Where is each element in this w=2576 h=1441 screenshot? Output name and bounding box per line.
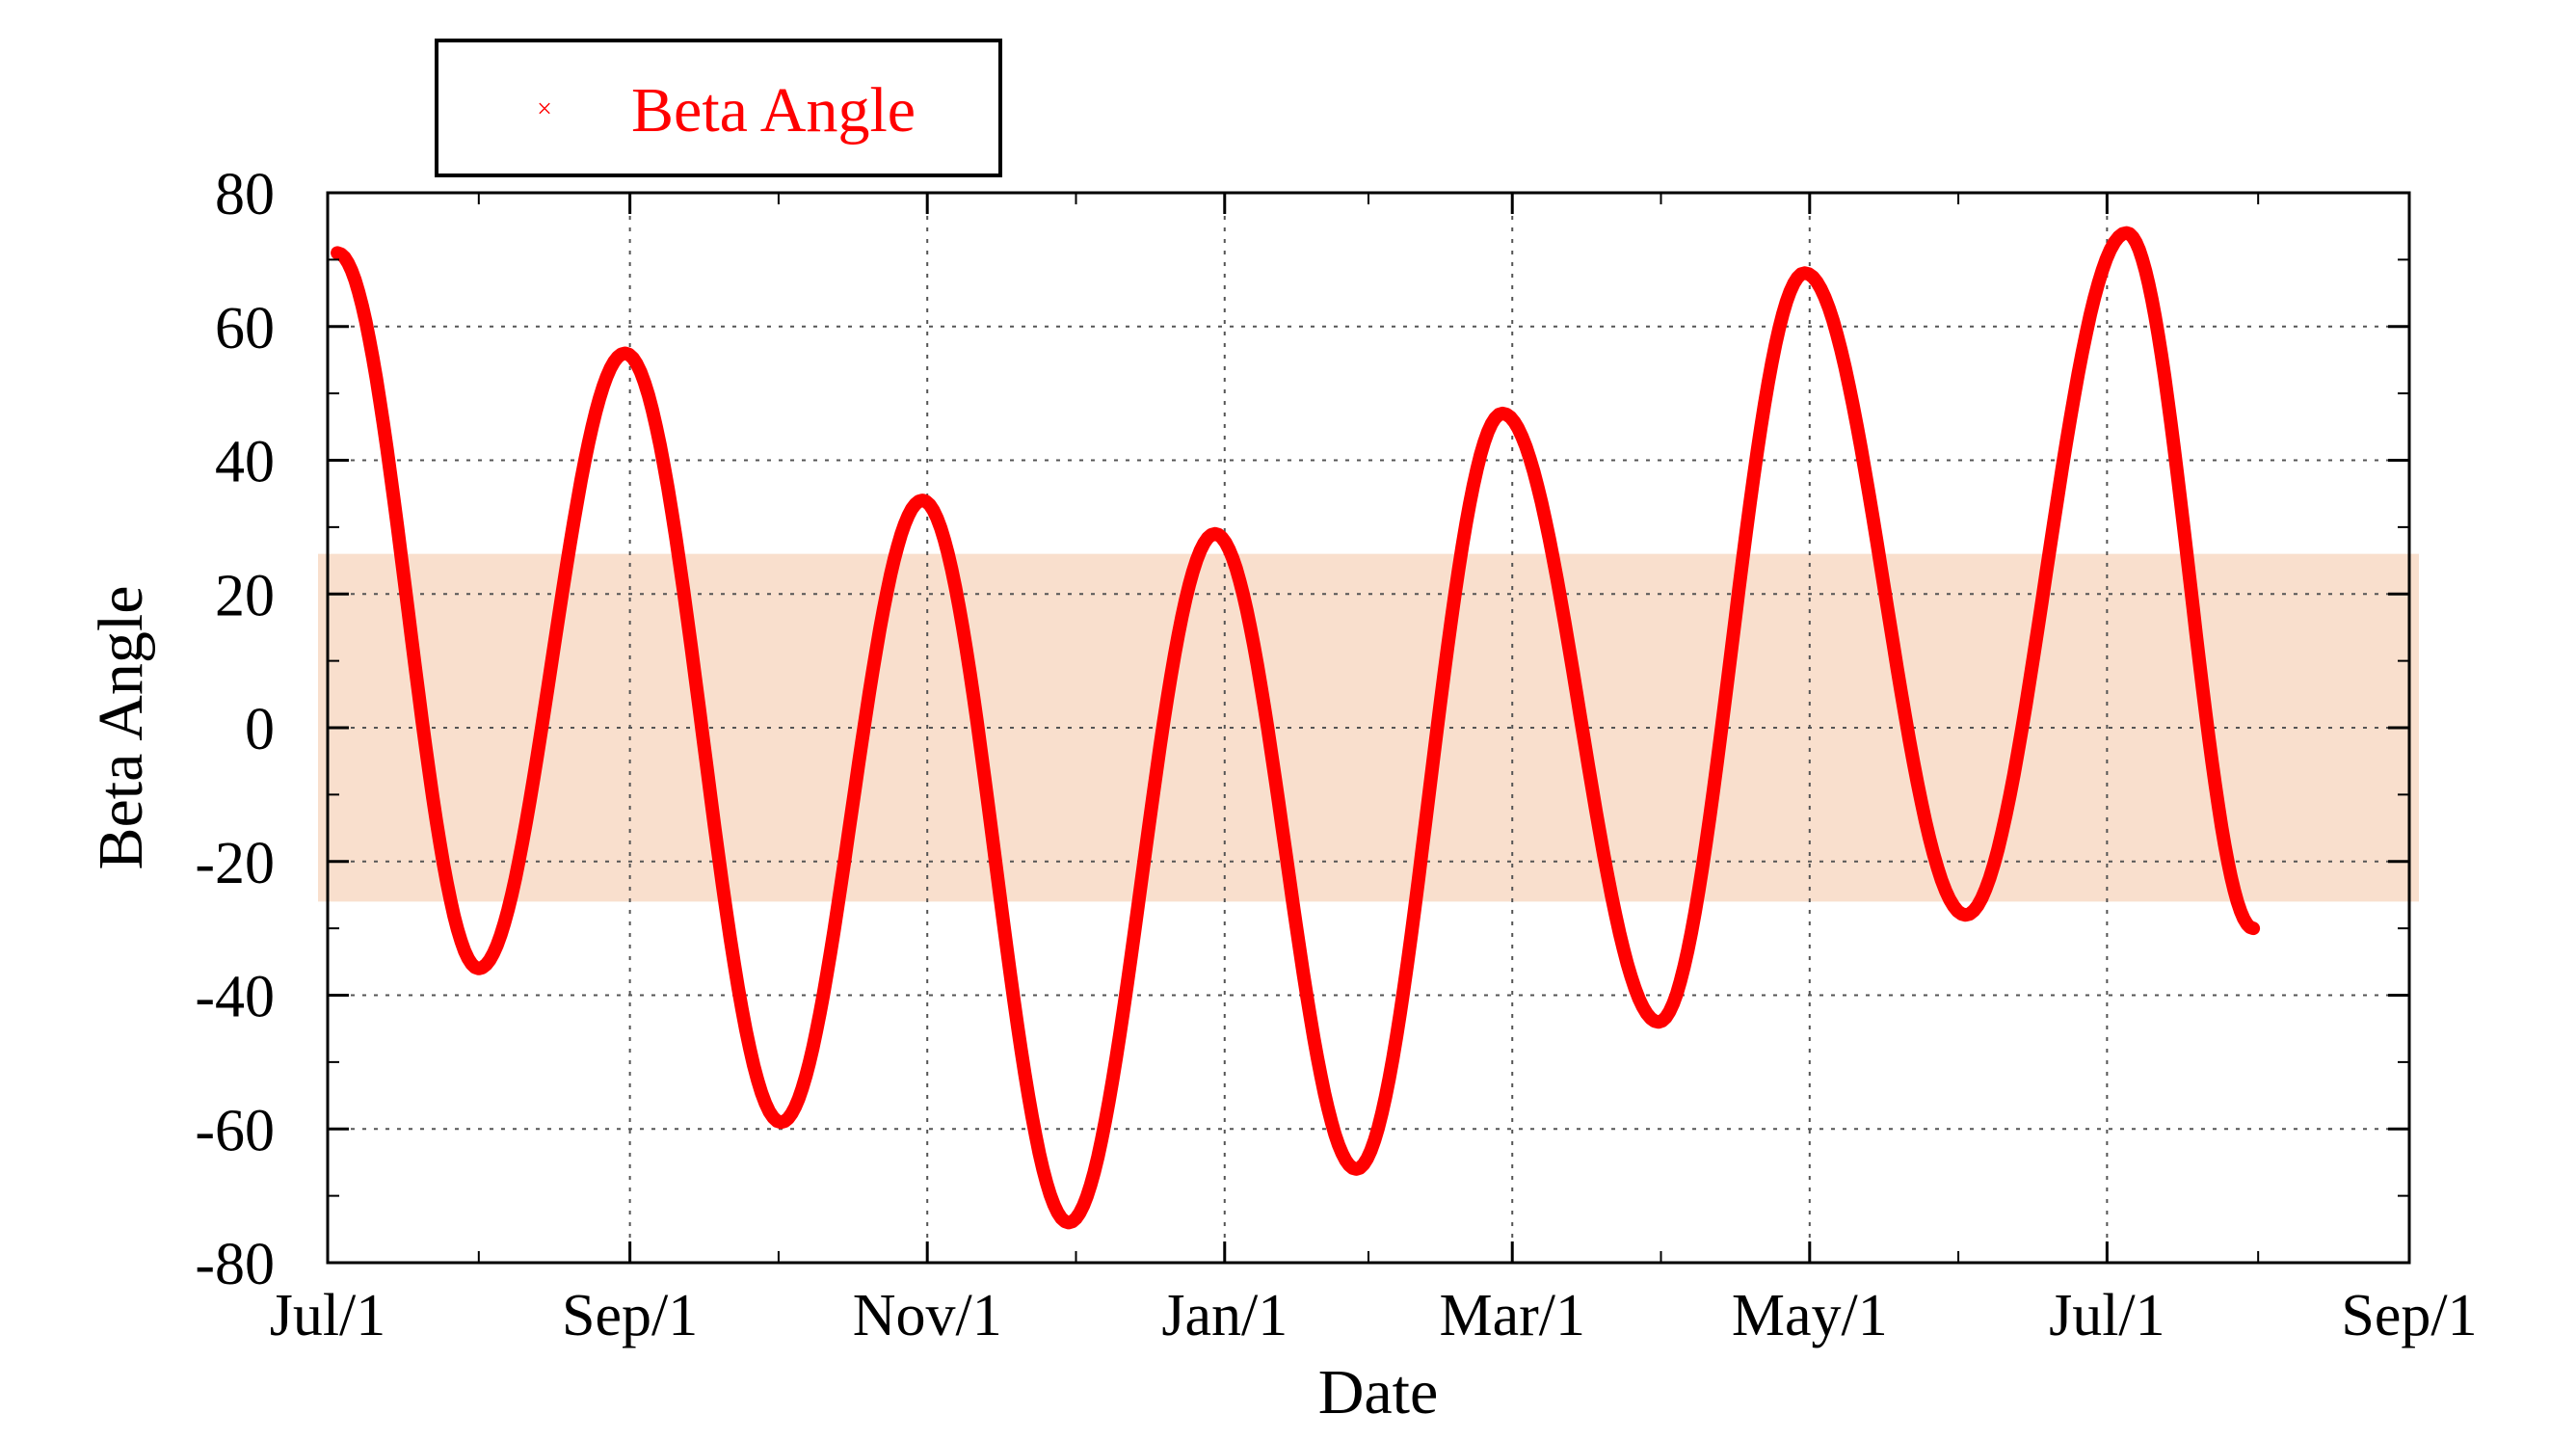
x-tick-label: Nov/1 <box>853 1283 1002 1348</box>
x-tick-label: Sep/1 <box>2341 1283 2477 1348</box>
beta-angle-point <box>1211 530 1218 537</box>
x-tick-label: May/1 <box>1732 1283 1888 1348</box>
beta-angle-point <box>2250 925 2257 932</box>
x-tick-label: Jul/1 <box>2049 1283 2165 1348</box>
y-tick-label: -60 <box>195 1098 275 1163</box>
legend: × Beta Angle <box>435 39 1002 177</box>
legend-marker-icon: × <box>537 94 552 124</box>
beta-angle-series-line <box>331 226 2261 1230</box>
x-tick-label: Jul/1 <box>270 1283 386 1348</box>
beta-angle-point <box>1353 1165 1360 1172</box>
y-tick-label: 60 <box>215 296 275 361</box>
x-tick-label: Mar/1 <box>1439 1283 1585 1348</box>
beta-angle-point <box>2123 229 2130 236</box>
beta-angle-point <box>1065 1219 1072 1226</box>
y-tick-label: -80 <box>195 1232 275 1297</box>
beta-angle-point <box>475 965 482 972</box>
x-tick-label: Sep/1 <box>562 1283 698 1348</box>
legend-box <box>435 39 1002 177</box>
beta-angle-point <box>778 1119 784 1126</box>
beta-angle-point <box>1962 912 1969 919</box>
y-tick-label: 20 <box>215 563 275 628</box>
y-tick-label: -40 <box>195 965 275 1030</box>
beta-angle-point <box>1500 410 1506 416</box>
beta-angle-point <box>622 350 628 357</box>
y-tick-label: 0 <box>245 697 275 762</box>
y-tick-label: 40 <box>215 430 275 495</box>
beta-angle-point <box>919 497 926 504</box>
x-axis-title: Date <box>1318 1357 1439 1428</box>
x-tick-label: Jan/1 <box>1161 1283 1288 1348</box>
legend-label: Beta Angle <box>631 75 916 146</box>
beta-angle-point <box>1655 1019 1661 1026</box>
y-tick-label: -20 <box>195 831 275 896</box>
beta-angle-point <box>1801 270 1808 277</box>
y-tick-label: 80 <box>215 162 275 227</box>
beta-angle-point <box>334 250 341 256</box>
y-axis-title: Beta Angle <box>86 585 156 869</box>
